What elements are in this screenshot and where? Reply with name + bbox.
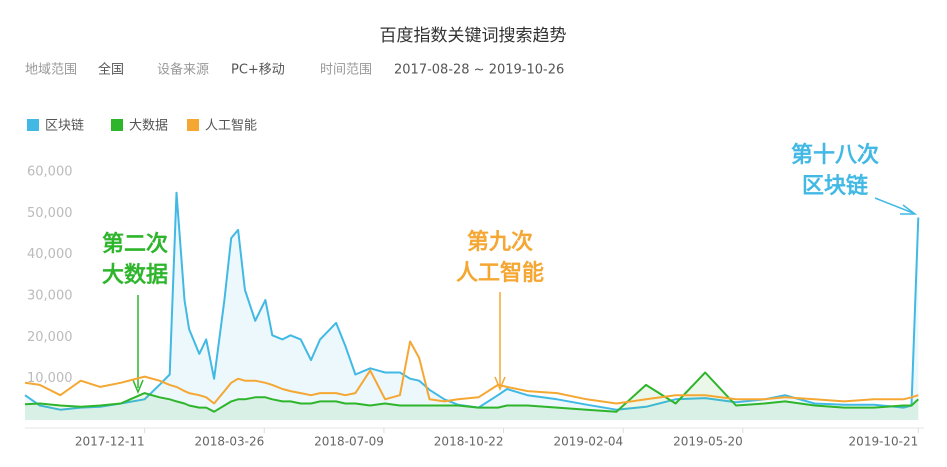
filter-value: PC+移动 bbox=[231, 63, 285, 78]
series-line bbox=[24, 340, 919, 405]
arrows bbox=[132, 197, 918, 394]
arrow-head bbox=[494, 376, 506, 391]
x-tick-label: 2018-07-09 bbox=[314, 435, 384, 449]
y-tick-label: 60,000 bbox=[27, 165, 73, 180]
annotation: 第十八次 bbox=[791, 142, 879, 168]
annotation: 人工智能 bbox=[456, 260, 544, 286]
series-line bbox=[24, 371, 919, 413]
arrow-head bbox=[132, 379, 144, 394]
legend-label: 区块链 bbox=[45, 119, 84, 134]
y-tick-label: 40,000 bbox=[27, 247, 73, 262]
series-area bbox=[25, 192, 919, 420]
x-tick-label: 2019-10-21 bbox=[849, 435, 919, 449]
x-tick-label: 2019-02-04 bbox=[553, 435, 623, 449]
x-tick-label: 2018-03-26 bbox=[195, 435, 265, 449]
series-line bbox=[24, 191, 920, 411]
y-tick-label: 30,000 bbox=[27, 289, 73, 304]
filter-value: 全国 bbox=[98, 62, 124, 78]
y-tick-label: 20,000 bbox=[27, 330, 73, 345]
legend-swatch bbox=[27, 119, 39, 131]
filter-label: 时间范围 bbox=[320, 63, 372, 78]
annotation: 区块链 bbox=[802, 173, 868, 199]
x-tick-label: 2017-12-11 bbox=[75, 435, 145, 449]
filter-value: 2017-08-28 ~ 2019-10-26 bbox=[394, 63, 564, 78]
legend-swatch bbox=[111, 119, 123, 131]
y-tick-label: 10,000 bbox=[27, 371, 73, 386]
filter-label: 设备来源 bbox=[157, 62, 209, 78]
arrow bbox=[874, 197, 914, 214]
arrow-head bbox=[900, 204, 918, 215]
legend-label: 大数据 bbox=[129, 119, 168, 134]
legend-label: 人工智能 bbox=[205, 119, 257, 134]
x-tick-label: 2019-05-20 bbox=[673, 435, 743, 449]
annotation: 第二次 bbox=[102, 231, 168, 257]
y-tick-label: 50,000 bbox=[27, 206, 73, 221]
chart-title: 百度指数关键词搜索趋势 bbox=[380, 26, 567, 46]
x-tick-label: 2018-10-22 bbox=[434, 435, 504, 449]
annotation: 第九次 bbox=[467, 229, 533, 255]
filter-label: 地域范围 bbox=[25, 63, 77, 78]
legend-swatch bbox=[187, 119, 199, 131]
annotation: 大数据 bbox=[102, 262, 168, 288]
